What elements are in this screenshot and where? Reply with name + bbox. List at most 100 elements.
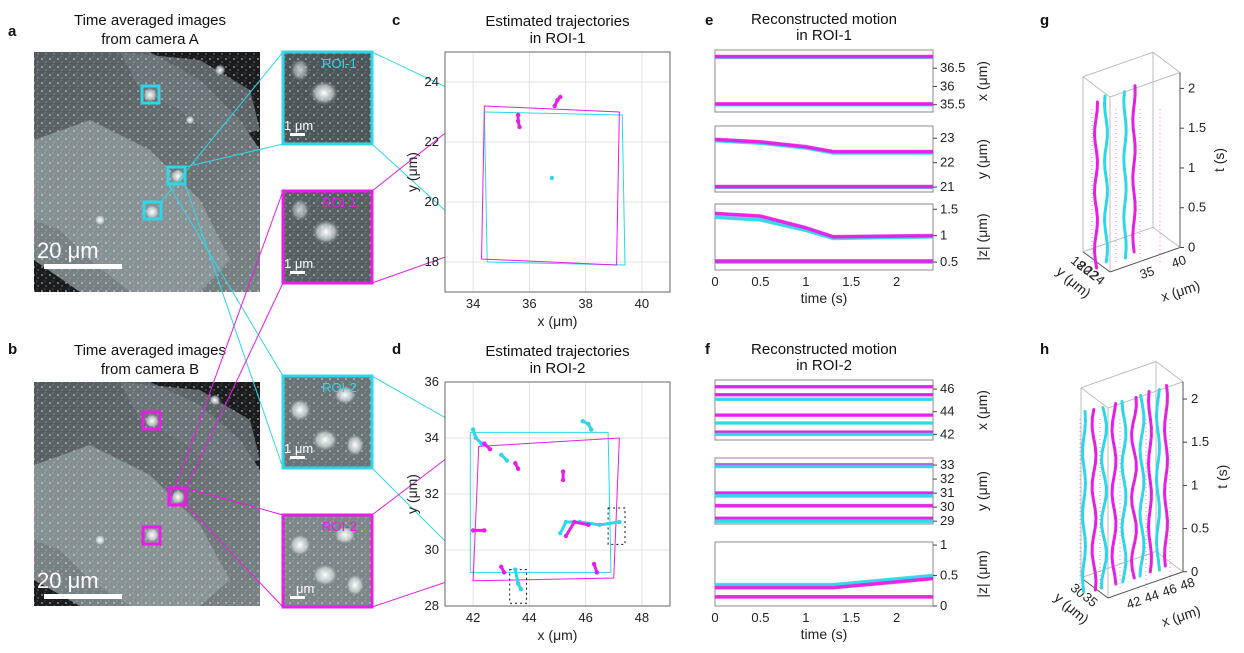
trajectory-3d bbox=[1102, 94, 1109, 264]
x-tick-label: 1.5 bbox=[842, 274, 860, 289]
trajectory-point bbox=[517, 124, 522, 130]
roi-marker-b-3 bbox=[141, 525, 162, 546]
scale-bar-a bbox=[44, 264, 122, 269]
y-tick-label: 36 bbox=[940, 78, 954, 93]
x-axis-label: x (μm) bbox=[1159, 277, 1202, 305]
trajectory-point bbox=[560, 477, 566, 483]
roi-inset-2-scale bbox=[290, 271, 305, 274]
motion-trace bbox=[714, 211, 934, 236]
box-edge bbox=[1109, 72, 1181, 98]
z-tick-label: 2 bbox=[1191, 391, 1198, 406]
y-tick-label: 33 bbox=[940, 457, 954, 472]
y-tick-label: 22 bbox=[425, 134, 439, 149]
trajectory-point bbox=[515, 112, 521, 118]
x-tick-label: 46 bbox=[1160, 581, 1178, 600]
z-tick-label: 1.5 bbox=[1191, 434, 1209, 449]
chart-title-2: in ROI-2 bbox=[796, 357, 852, 374]
x-axis-label: x (μm) bbox=[1159, 602, 1202, 630]
roi-marker-a-2 bbox=[166, 165, 187, 186]
panel-a-title-2: from camera A bbox=[101, 31, 199, 48]
z-tick-label: 0.5 bbox=[1188, 200, 1206, 215]
box-edge bbox=[1109, 247, 1181, 273]
y-axis-label: y (μm) bbox=[404, 474, 420, 514]
chart-title-1: Estimated trajectories bbox=[485, 343, 629, 360]
roi-inset-3-label: ROI-2 bbox=[322, 380, 357, 395]
x-tick-label: 1.5 bbox=[842, 610, 860, 625]
trajectory-point bbox=[594, 570, 600, 575]
roi-inset-1-scale-label: 1 μm bbox=[284, 118, 313, 133]
axes-frame bbox=[444, 51, 671, 293]
fov-box-cyan bbox=[483, 111, 626, 266]
panel-label-c: c bbox=[392, 12, 400, 29]
y-tick-label: 42 bbox=[940, 426, 954, 441]
x-tick-label: 0 bbox=[711, 610, 718, 625]
scale-bar-a-label: 20 μm bbox=[37, 238, 99, 263]
roi-marker-a-3 bbox=[142, 200, 163, 221]
trajectory-point bbox=[617, 519, 622, 525]
trajectory-point bbox=[482, 441, 487, 446]
y-tick-label: 0 bbox=[940, 598, 947, 613]
roi-inset-1-scale bbox=[290, 133, 305, 136]
trajectory-point bbox=[572, 519, 577, 525]
x-tick-label: 35 bbox=[1138, 263, 1156, 282]
y-tick-label: 22 bbox=[940, 155, 954, 170]
z-tick-label: 0 bbox=[1188, 240, 1195, 255]
x-tick-label: 34 bbox=[466, 296, 480, 311]
axes-frame bbox=[444, 381, 671, 607]
x-axis-label: time (s) bbox=[801, 626, 848, 642]
trajectory-point bbox=[558, 531, 563, 536]
trajectory-point bbox=[580, 419, 586, 424]
x-axis-label: time (s) bbox=[801, 290, 848, 306]
y-tick-label: 44 bbox=[940, 404, 954, 419]
y-tick-label: 20 bbox=[425, 194, 439, 209]
y-tick-label: 24 bbox=[425, 74, 439, 89]
z-tick-label: 2 bbox=[1188, 80, 1195, 95]
trajectory-point bbox=[563, 519, 569, 525]
y-tick-label: 36.5 bbox=[940, 60, 965, 75]
box-edge bbox=[1155, 551, 1184, 573]
trajectory-point bbox=[499, 564, 504, 569]
trajectory-point bbox=[515, 581, 521, 586]
trajectory-point bbox=[515, 118, 521, 124]
trajectory-point bbox=[563, 533, 569, 539]
subplot-frame bbox=[714, 379, 934, 441]
x-tick-label: 0.5 bbox=[751, 610, 769, 625]
subplot-frame bbox=[714, 49, 934, 113]
roi-marker-b-2 bbox=[167, 486, 188, 507]
chart-title-2: in ROI-1 bbox=[530, 30, 586, 47]
chart-title-2: in ROI-2 bbox=[530, 360, 586, 377]
trajectory-point bbox=[482, 528, 487, 533]
subplot-frame bbox=[714, 541, 934, 607]
x-tick-label: 40 bbox=[1170, 252, 1188, 271]
panel-label-f: f bbox=[705, 341, 711, 358]
trajectory-point bbox=[513, 461, 518, 466]
trajectory-3d bbox=[1122, 90, 1128, 260]
trajectory-3d bbox=[1093, 100, 1099, 270]
trajectory-point bbox=[591, 561, 597, 567]
panel-label-g: g bbox=[1040, 12, 1049, 29]
chart-title-1: Reconstructed motion bbox=[751, 11, 897, 28]
trajectory-3d bbox=[1090, 408, 1098, 592]
fov-box-magenta bbox=[481, 105, 620, 266]
motion-trace bbox=[714, 137, 933, 151]
trajectory-3d bbox=[1130, 396, 1138, 580]
chart-title-1: Estimated trajectories bbox=[485, 13, 629, 30]
z-tick-label: 1.5 bbox=[1188, 120, 1206, 135]
panel-label-b: b bbox=[8, 341, 17, 358]
box-edge bbox=[1082, 51, 1154, 78]
x-tick-label: 40 bbox=[635, 296, 649, 311]
trajectory-point bbox=[586, 522, 591, 527]
x-tick-label: 48 bbox=[1178, 574, 1196, 593]
fov-box-magenta bbox=[472, 437, 620, 582]
box-edge bbox=[1107, 571, 1184, 599]
z-axis-label: t (s) bbox=[1214, 465, 1230, 489]
chart-title-1: Reconstructed motion bbox=[751, 341, 897, 358]
z-tick-label: 0.5 bbox=[1191, 521, 1209, 536]
x-tick-label: 2 bbox=[893, 610, 900, 625]
x-tick-label: 0.5 bbox=[751, 274, 769, 289]
panel-b-title-1: Time averaged images bbox=[74, 342, 226, 359]
x-tick-label: 46 bbox=[578, 610, 592, 625]
y-tick-label: 1 bbox=[940, 228, 947, 243]
roi-marker-a-1 bbox=[140, 84, 161, 105]
